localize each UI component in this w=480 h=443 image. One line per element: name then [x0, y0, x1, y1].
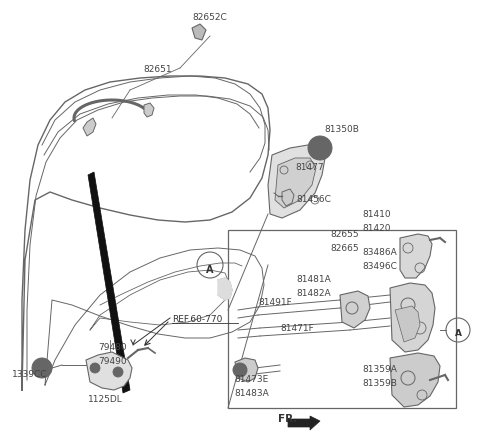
Polygon shape — [288, 416, 320, 430]
Text: 79480: 79480 — [98, 343, 127, 352]
Text: A: A — [455, 330, 461, 338]
Circle shape — [113, 367, 123, 377]
Text: 81410: 81410 — [362, 210, 391, 219]
Circle shape — [308, 136, 332, 160]
Polygon shape — [340, 291, 370, 328]
Polygon shape — [218, 278, 232, 300]
Polygon shape — [88, 172, 130, 393]
Circle shape — [233, 363, 247, 377]
Text: 79490: 79490 — [98, 357, 127, 366]
Polygon shape — [400, 234, 432, 278]
Text: 81477: 81477 — [295, 163, 324, 172]
Polygon shape — [390, 353, 440, 407]
Circle shape — [90, 363, 100, 373]
Text: 81359A: 81359A — [362, 365, 397, 374]
Text: 81471F: 81471F — [280, 324, 314, 333]
Text: 81456C: 81456C — [296, 195, 331, 204]
Circle shape — [32, 358, 52, 378]
Polygon shape — [390, 283, 435, 352]
Text: 81420: 81420 — [362, 224, 391, 233]
Text: REF.60-770: REF.60-770 — [172, 315, 222, 324]
Text: 81491F: 81491F — [258, 298, 292, 307]
Text: 82652C: 82652C — [192, 13, 227, 22]
Polygon shape — [235, 358, 258, 382]
Text: 82665: 82665 — [330, 244, 359, 253]
Text: 83486A: 83486A — [362, 248, 397, 257]
Text: 1339CC: 1339CC — [12, 370, 48, 379]
Bar — [228, 230, 456, 408]
Polygon shape — [268, 145, 325, 218]
Circle shape — [317, 145, 323, 151]
Text: 83496C: 83496C — [362, 262, 397, 271]
Polygon shape — [275, 158, 316, 208]
Text: 82651: 82651 — [143, 65, 172, 74]
Text: 81473E: 81473E — [234, 375, 268, 384]
Text: FR.: FR. — [278, 414, 298, 424]
Text: 81482A: 81482A — [296, 289, 331, 298]
Text: 81350B: 81350B — [324, 125, 359, 134]
Text: 81483A: 81483A — [234, 389, 269, 398]
Polygon shape — [192, 24, 206, 40]
Text: 82655: 82655 — [330, 230, 359, 239]
Polygon shape — [282, 189, 294, 206]
Text: A: A — [206, 265, 214, 275]
Polygon shape — [86, 352, 132, 390]
Text: 81359B: 81359B — [362, 379, 397, 388]
Polygon shape — [395, 306, 420, 342]
Text: 81481A: 81481A — [296, 275, 331, 284]
Polygon shape — [83, 118, 96, 136]
Polygon shape — [144, 103, 154, 117]
Text: 1125DL: 1125DL — [88, 395, 123, 404]
